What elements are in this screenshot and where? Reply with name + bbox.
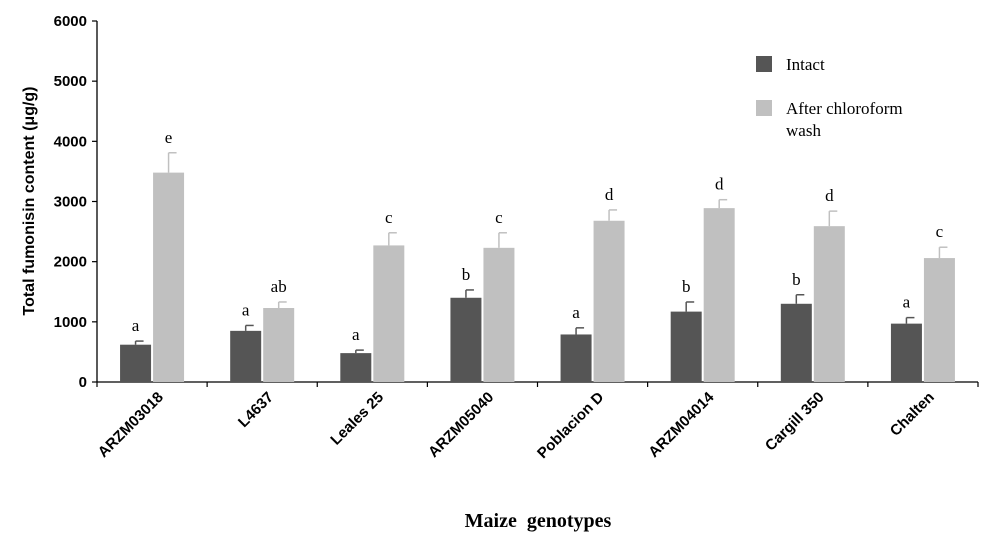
significance-letter: c bbox=[495, 208, 503, 227]
x-tick-label: ARZM04014 bbox=[645, 388, 718, 461]
significance-letter: a bbox=[903, 293, 911, 312]
significance-letter: d bbox=[825, 186, 834, 205]
bar-chloroform-4 bbox=[593, 220, 625, 382]
legend-label-chloroform-line-2: wash bbox=[786, 121, 821, 140]
significance-letter: a bbox=[352, 325, 360, 344]
bar-intact-6 bbox=[780, 303, 812, 382]
bar-intact-5 bbox=[670, 311, 702, 382]
bar-chloroform-3 bbox=[483, 247, 515, 382]
x-tick-label: Leales 25 bbox=[327, 389, 387, 449]
y-tick-label: 6000 bbox=[54, 13, 87, 30]
legend-swatch-intact bbox=[756, 56, 772, 72]
y-tick-label: 1000 bbox=[54, 314, 87, 331]
bar-intact-0 bbox=[120, 344, 152, 382]
significance-letter: e bbox=[165, 128, 173, 147]
significance-letter: b bbox=[462, 265, 471, 284]
y-tick-label: 4000 bbox=[54, 133, 87, 150]
significance-letter: a bbox=[242, 300, 250, 319]
significance-letter: c bbox=[385, 208, 393, 227]
bar-intact-1 bbox=[230, 330, 262, 382]
x-axis-label: Maize genotypes bbox=[465, 510, 612, 532]
x-tick-label: ARZM05040 bbox=[425, 389, 497, 461]
y-tick-label: 5000 bbox=[54, 73, 87, 90]
significance-letter: a bbox=[132, 316, 140, 335]
bar-intact-4 bbox=[560, 334, 592, 382]
bar-chloroform-2 bbox=[373, 245, 405, 382]
significance-letter: b bbox=[682, 277, 691, 296]
bar-chloroform-6 bbox=[813, 226, 845, 382]
y-tick-label: 0 bbox=[79, 374, 87, 391]
bar-chloroform-7 bbox=[923, 258, 955, 382]
x-tick-label: Cargill 350 bbox=[762, 389, 828, 455]
legend-label-intact: Intact bbox=[786, 55, 825, 74]
legend-swatch-chloroform bbox=[756, 100, 772, 116]
bar-chloroform-1 bbox=[263, 307, 295, 382]
significance-letter: d bbox=[715, 175, 724, 194]
significance-letter: ab bbox=[271, 277, 287, 296]
y-axis-label: Total fumonisin content (μg/g) bbox=[21, 86, 38, 315]
significance-letter: b bbox=[792, 270, 801, 289]
x-tick-label: Chalten bbox=[887, 389, 938, 440]
bars bbox=[120, 152, 955, 382]
bar-chloroform-0 bbox=[153, 172, 185, 382]
bar-intact-3 bbox=[450, 297, 482, 382]
bar-chloroform-5 bbox=[703, 208, 735, 382]
y-tick-label: 2000 bbox=[54, 254, 87, 271]
significance-letter: a bbox=[572, 303, 580, 322]
significance-letter: d bbox=[605, 185, 614, 204]
x-tick-label: Poblacion D bbox=[534, 389, 607, 462]
bar-intact-7 bbox=[890, 323, 922, 382]
legend: Intact After chloroform wash bbox=[756, 55, 903, 140]
x-tick-label: ARZM03018 bbox=[95, 389, 167, 461]
legend-label-chloroform-line-1: After chloroform bbox=[786, 99, 903, 118]
bar-intact-2 bbox=[340, 353, 372, 382]
significance-letter: c bbox=[936, 222, 944, 241]
y-tick-label: 3000 bbox=[54, 194, 87, 211]
x-tick-label: L4637 bbox=[235, 389, 277, 431]
